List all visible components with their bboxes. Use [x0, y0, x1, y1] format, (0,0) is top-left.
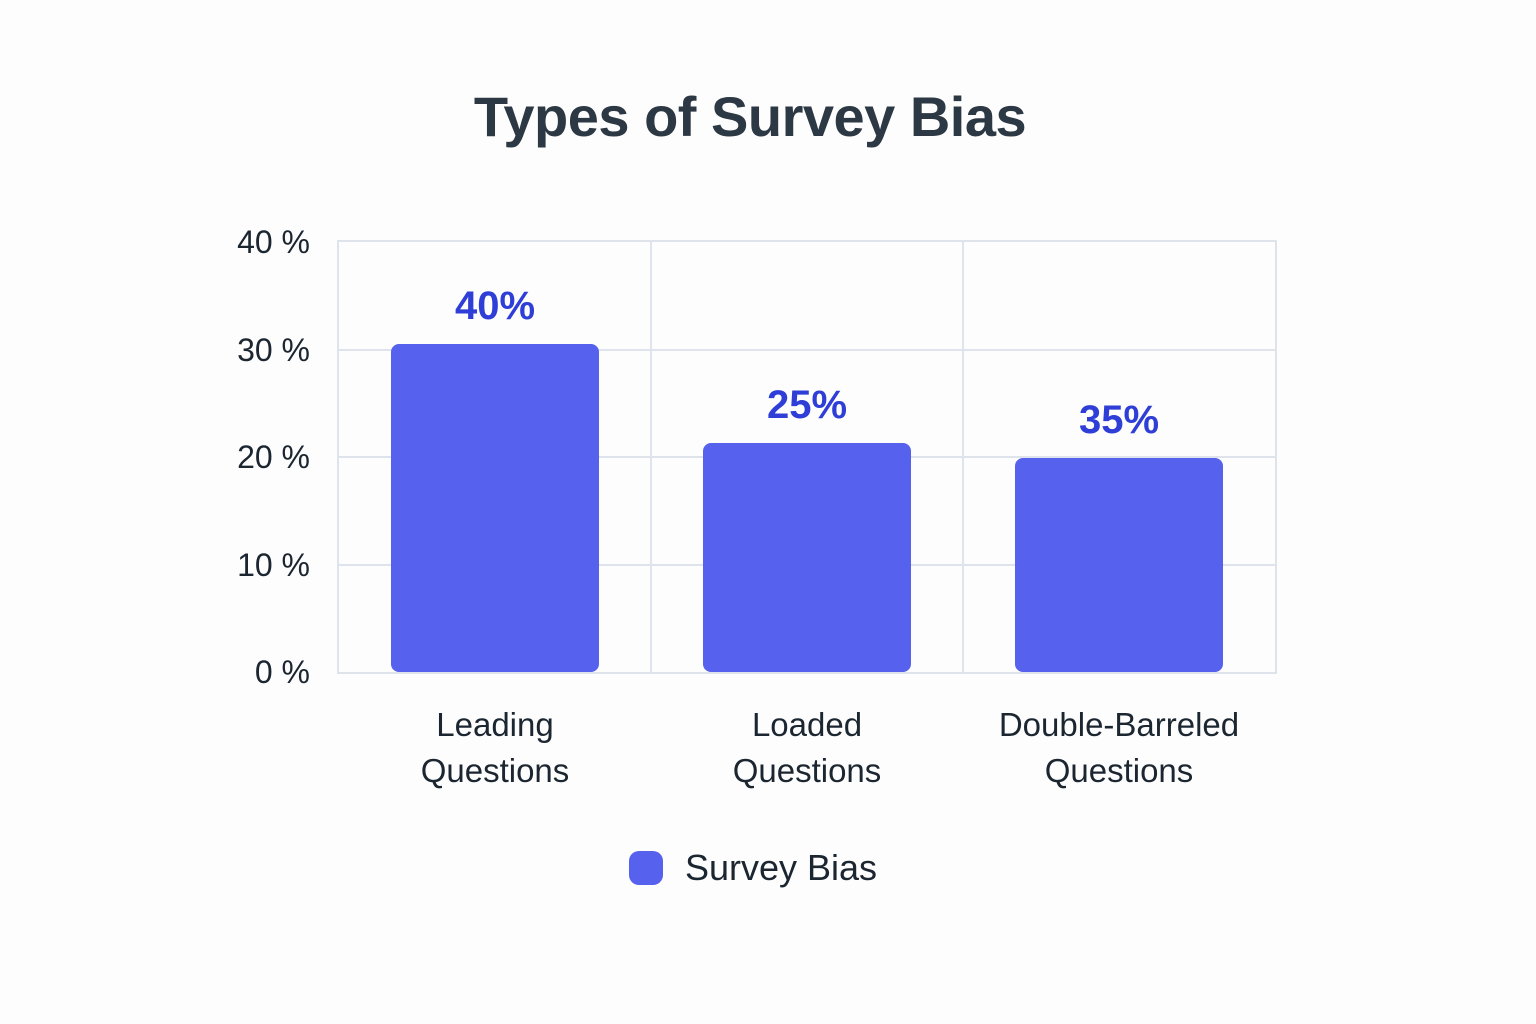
- bar-value-label: 35%: [1078, 398, 1160, 443]
- y-axis-tick-label: 30 %: [237, 331, 310, 368]
- chart-title: Types of Survey Bias: [473, 85, 1027, 148]
- gridline-vertical: [650, 242, 652, 672]
- gridline-vertical: [962, 242, 964, 672]
- x-axis-label-line: Leading: [436, 706, 554, 743]
- bar-value-label: 40%: [454, 284, 536, 329]
- x-axis-label-line: Questions: [1044, 752, 1194, 789]
- y-axis-tick-label: 40 %: [237, 224, 310, 260]
- bar: [703, 443, 911, 672]
- gridline-horizontal: [339, 348, 1275, 351]
- bar: [1015, 458, 1223, 672]
- legend-label: Survey Bias: [684, 847, 878, 888]
- bar: [391, 344, 599, 672]
- legend-swatch: [628, 851, 663, 885]
- x-axis-label-line: Double-Barreled: [998, 706, 1240, 743]
- y-axis-tick-label: 10 %: [237, 546, 310, 583]
- legend: Survey Bias: [0, 850, 1506, 886]
- x-axis-label: Leading Questions: [335, 702, 655, 794]
- plot-area: 40% 25% 35%: [337, 240, 1277, 674]
- x-axis-label-line: Questions: [420, 752, 570, 789]
- y-axis-tick-label: 20 %: [237, 439, 310, 475]
- y-axis-tick-label: 0 %: [254, 654, 310, 690]
- bar-value-label: 25%: [766, 383, 848, 428]
- x-axis-label-line: Questions: [732, 752, 882, 789]
- x-axis-label-line: Loaded: [751, 706, 863, 743]
- x-axis-label: Loaded Questions: [647, 702, 967, 794]
- x-axis-label: Double-Barreled Questions: [959, 702, 1279, 794]
